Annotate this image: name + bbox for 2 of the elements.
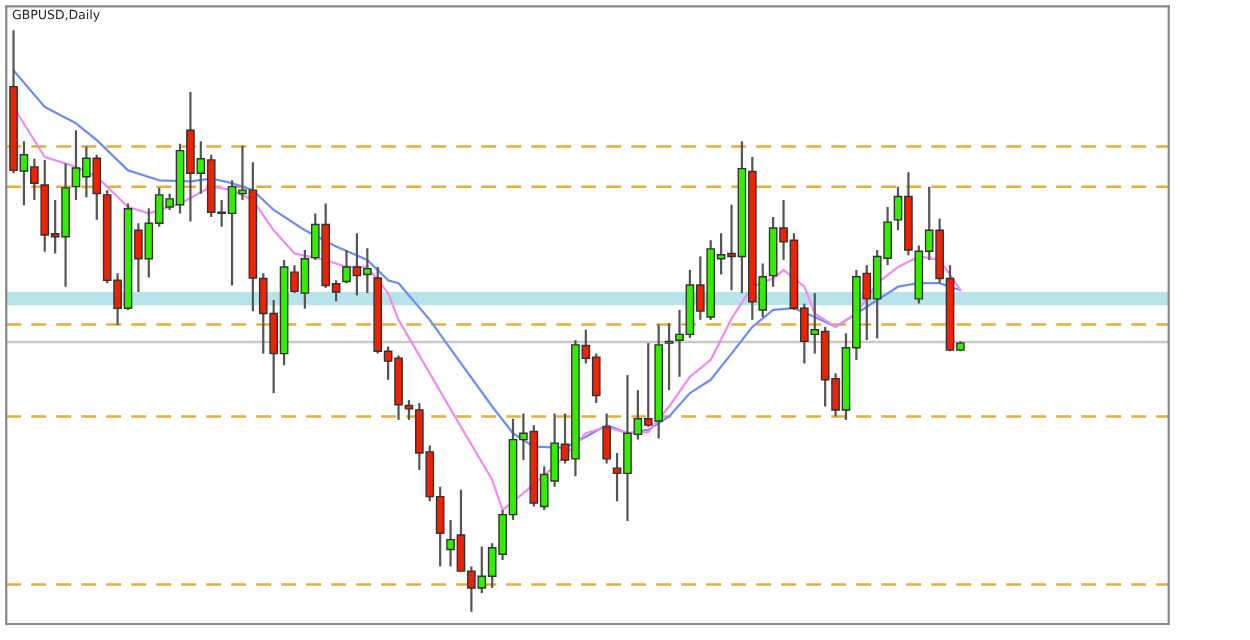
candlestick bbox=[602, 412, 611, 465]
candlestick bbox=[664, 322, 674, 392]
